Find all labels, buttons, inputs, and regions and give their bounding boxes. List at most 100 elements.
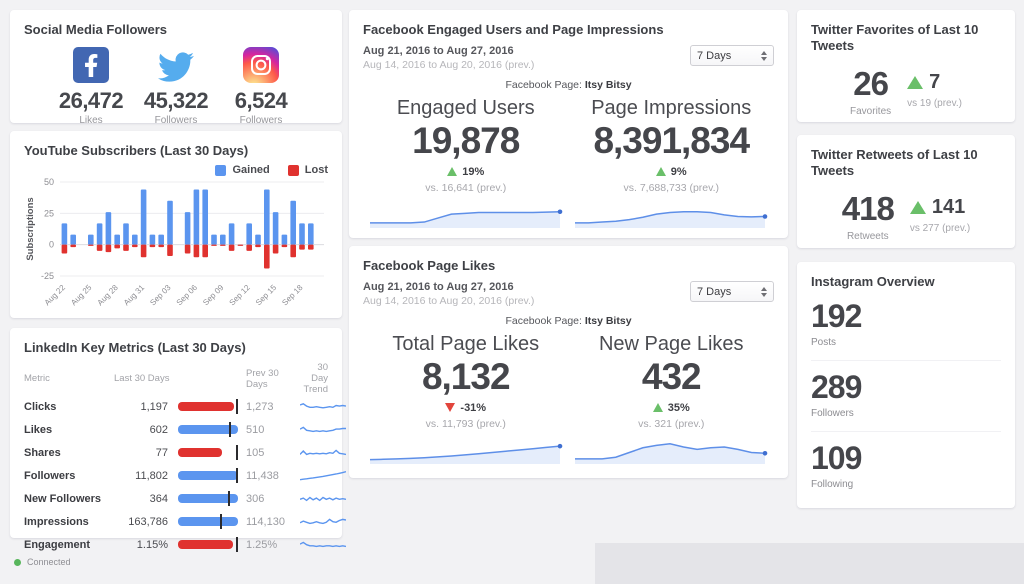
metric-total-page-likes: Total Page Likes 8,132 -31% vs. 11,793 (… bbox=[363, 333, 569, 470]
metric-trend-sparkline bbox=[299, 421, 346, 439]
metric-current-value: 364 bbox=[149, 492, 168, 505]
sparkline-page-impressions bbox=[575, 210, 768, 228]
social-stats-row: 26,472 Likes 45,322 Followers bbox=[24, 47, 328, 126]
posts-value: 192 bbox=[811, 298, 862, 335]
twitter-followers-value: 45,322 bbox=[143, 88, 209, 114]
metric-page-impressions: Page Impressions 8,391,834 9% vs. 7,688,… bbox=[569, 97, 775, 234]
right-column: Twitter Favorites of Last 10 Tweets 26 F… bbox=[797, 10, 1015, 508]
sparkline-engaged-users bbox=[369, 209, 563, 228]
legend-label-lost: Lost bbox=[304, 164, 328, 177]
social-stat-instagram: 6,524 Followers bbox=[222, 47, 300, 126]
metric-prev-value: 1,273 bbox=[246, 400, 274, 413]
favorites-label: Favorites bbox=[850, 105, 892, 117]
metric-current-value: 11,802 bbox=[135, 469, 168, 482]
youtube-legend: Gained Lost bbox=[24, 164, 328, 176]
metric-value: 19,878 bbox=[412, 120, 520, 162]
vs-previous: vs. 11,793 (prev.) bbox=[425, 417, 506, 430]
card-title: LinkedIn Key Metrics (Last 30 Days) bbox=[24, 340, 246, 355]
svg-text:Subscriptions: Subscriptions bbox=[25, 198, 36, 261]
social-stat-twitter: 45,322 Followers bbox=[137, 47, 215, 126]
metric-name: Shares bbox=[24, 446, 61, 459]
period-select-value: 7 Days bbox=[697, 285, 732, 298]
card-social-media-followers: Social Media Followers 26,472 Likes 45,3… bbox=[10, 10, 342, 126]
facebook-page-line: Facebook Page: Itsy Bitsy bbox=[363, 79, 774, 91]
card-title: Facebook Page Likes bbox=[363, 258, 496, 273]
instagram-stat-posts: 192 Posts bbox=[811, 290, 1001, 362]
delta-arrow-icon bbox=[655, 167, 666, 177]
period-select[interactable]: 7 Days bbox=[690, 45, 774, 67]
followers-label: Followers bbox=[811, 408, 854, 420]
period-select[interactable]: 7 Days bbox=[690, 281, 774, 303]
metric-bullet-bar bbox=[178, 514, 238, 530]
delta-up-icon bbox=[909, 200, 926, 214]
connection-status: Connected bbox=[14, 557, 71, 567]
following-label: Following bbox=[811, 479, 854, 491]
svg-text:Aug 31: Aug 31 bbox=[122, 283, 147, 308]
svg-text:0: 0 bbox=[49, 240, 54, 250]
svg-text:50: 50 bbox=[44, 178, 54, 187]
metric-name: Likes bbox=[24, 423, 53, 436]
metric-prev-value: 105 bbox=[246, 446, 265, 459]
youtube-bar-chart: 50 25 0 -25 Subscriptions Aug 22 Aug 25 Aug 28 A… bbox=[24, 177, 328, 313]
metric-name: Engagement bbox=[24, 538, 91, 551]
column-header-trend: 30 Day Trend bbox=[303, 362, 328, 396]
posts-label: Posts bbox=[811, 337, 837, 349]
card-title: Twitter Retweets of Last 10 Tweets bbox=[811, 147, 978, 179]
metric-heading: Page Impressions bbox=[591, 97, 752, 120]
card-facebook-page-likes: Facebook Page Likes Aug 21, 2016 to Aug … bbox=[349, 246, 788, 478]
metric-name: Followers bbox=[24, 469, 76, 482]
delta-arrow-icon bbox=[652, 403, 663, 413]
select-stepper-icon bbox=[761, 50, 767, 61]
middle-column: Facebook Engaged Users and Page Impressi… bbox=[349, 10, 788, 478]
metric-trend-sparkline bbox=[299, 513, 347, 531]
select-stepper-icon bbox=[761, 286, 767, 297]
date-range: Aug 21, 2016 to Aug 27, 2016 bbox=[363, 45, 514, 58]
facebook-page-name: Itsy Bitsy bbox=[584, 315, 632, 328]
metric-prev-value: 11,438 bbox=[246, 469, 279, 482]
vs-previous: vs. 321 (prev.) bbox=[638, 417, 705, 430]
linkedin-row: New Followers 364 306 bbox=[24, 487, 347, 510]
retweets-label: Retweets bbox=[846, 230, 889, 242]
column-header-prev30: Prev 30 Days bbox=[246, 367, 279, 390]
metric-value: 432 bbox=[641, 356, 702, 398]
card-title: Social Media Followers bbox=[24, 22, 168, 37]
metric-bullet-bar bbox=[178, 468, 238, 484]
linkedin-row: Impressions 163,786 114,130 bbox=[24, 510, 347, 533]
linkedin-rows: Clicks 1,197 1,273 Likes 602 510 Shares 77 105 Fo… bbox=[24, 395, 347, 556]
metric-new-page-likes: New Page Likes 432 35% vs. 321 (prev.) bbox=[569, 333, 775, 470]
card-title: Twitter Favorites of Last 10 Tweets bbox=[811, 22, 979, 54]
facebook-followers-value: 26,472 bbox=[58, 88, 124, 114]
metric-name: Impressions bbox=[24, 515, 89, 528]
metric-engaged-users: Engaged Users 19,878 19% vs. 16,641 (pre… bbox=[363, 97, 569, 234]
delta-up-icon bbox=[907, 75, 924, 89]
sparkline-total-page-likes bbox=[369, 443, 563, 464]
card-title: Instagram Overview bbox=[811, 274, 935, 289]
svg-text:Aug 25: Aug 25 bbox=[69, 283, 94, 308]
instagram-icon bbox=[222, 47, 300, 85]
connected-label: Connected bbox=[27, 557, 71, 567]
card-twitter-favorites: Twitter Favorites of Last 10 Tweets 26 F… bbox=[797, 10, 1015, 122]
date-range: Aug 21, 2016 to Aug 27, 2016 bbox=[363, 281, 514, 294]
metric-prev-value: 114,130 bbox=[246, 515, 285, 528]
card-linkedin-key-metrics: LinkedIn Key Metrics (Last 30 Days) Metr… bbox=[10, 328, 347, 553]
svg-text:Sep 18: Sep 18 bbox=[280, 283, 305, 308]
legend-item-lost: Lost bbox=[287, 164, 328, 177]
metric-current-value: 1,197 bbox=[140, 400, 168, 413]
vs-previous: vs. 16,641 (prev.) bbox=[425, 181, 507, 194]
bottom-panel bbox=[595, 543, 1024, 584]
svg-text:Aug 22: Aug 22 bbox=[43, 283, 68, 308]
prev-date-range: Aug 14, 2016 to Aug 20, 2016 (prev.) bbox=[363, 295, 535, 308]
metric-prev-value: 510 bbox=[246, 423, 265, 436]
svg-text:25: 25 bbox=[44, 209, 54, 219]
followers-value: 289 bbox=[811, 369, 862, 406]
legend-swatch-gained bbox=[215, 164, 227, 176]
metric-prev-value: 306 bbox=[246, 492, 265, 505]
metric-bullet-bar bbox=[178, 445, 238, 461]
metric-current-value: 163,786 bbox=[128, 515, 168, 528]
linkedin-row: Followers 11,802 11,438 bbox=[24, 464, 347, 487]
svg-text:Sep 15: Sep 15 bbox=[254, 283, 279, 308]
sparkline-new-page-likes bbox=[575, 442, 768, 464]
metric-prev-value: 1.25% bbox=[246, 538, 278, 551]
favorites-value: 26 bbox=[853, 64, 889, 102]
card-facebook-engagement: Facebook Engaged Users and Page Impressi… bbox=[349, 10, 788, 238]
